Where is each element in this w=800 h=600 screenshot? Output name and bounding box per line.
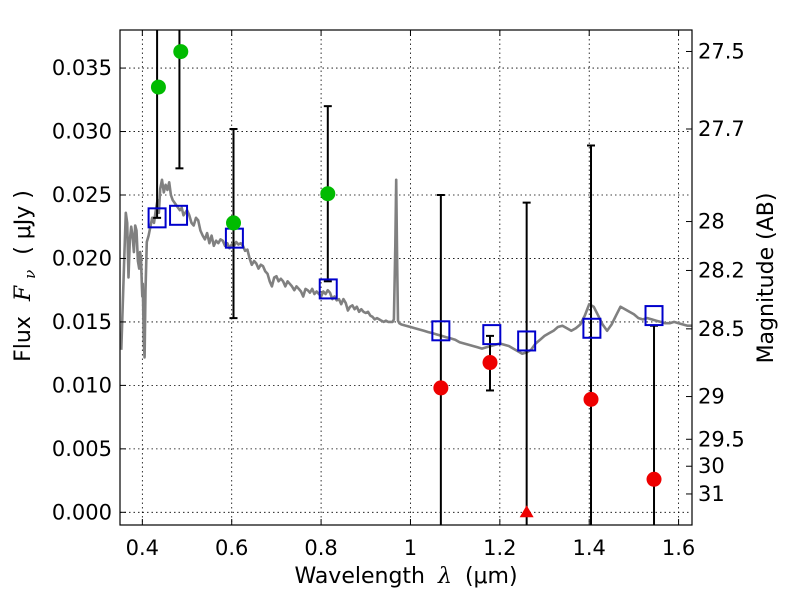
y2-tick-label: 31 (698, 482, 725, 506)
x-ticks: 0.4 0.6 0.8 1 1.2 1.4 1.6 (126, 30, 695, 560)
y-tick-label: 0.035 (52, 56, 112, 80)
plot-frame (119, 29, 693, 526)
nondetection-point (583, 391, 599, 407)
y2-tick-label: 27.5 (698, 39, 745, 63)
model-square-marker (482, 324, 502, 346)
y2-tick-label: 28.2 (698, 258, 745, 282)
spectrum-layer (120, 178, 692, 359)
y-axis-label-prefix: Flux (11, 316, 36, 362)
y-axis-label-symbol: F (11, 285, 36, 302)
y-axis-label: Flux F ν ( μJy ) (11, 190, 41, 362)
x-tick-label: 0.8 (304, 536, 337, 560)
x-tick-label: 1.4 (573, 536, 606, 560)
y2-ticks: 27.5 27.7 28 28.2 28.5 29 29.5 30 31 (686, 39, 745, 506)
model-square-marker (517, 330, 537, 352)
nondetection-point (433, 380, 449, 396)
detection-point (150, 79, 166, 95)
y-tick-label: 0.000 (52, 500, 112, 524)
y2-tick-label: 29 (698, 385, 725, 409)
y-tick-label: 0.025 (52, 183, 112, 207)
y-axis-label-subscript: ν (21, 270, 39, 279)
x-tick-label: 1.2 (483, 536, 516, 560)
x-tick-label: 1.6 (662, 536, 695, 560)
detection-point (173, 44, 189, 60)
y2-tick-label: 28.5 (698, 317, 745, 341)
y-axis-label-unit: ( μJy ) (11, 190, 36, 255)
y2-tick-label: 29.5 (698, 427, 745, 451)
x-axis-label: Wavelength λ (μm) (294, 564, 517, 589)
model-square-marker (644, 305, 664, 327)
spectrum-line (120, 178, 692, 359)
y-ticks: 0.000 0.005 0.010 0.015 0.020 0.025 0.030 0.035 (52, 56, 126, 524)
upper-limit-marker (519, 505, 534, 518)
model-square-marker (431, 320, 451, 342)
model-square-marker (582, 317, 602, 339)
detection-point (320, 186, 336, 202)
y2-tick-label: 27.7 (698, 117, 745, 141)
model-square-marker (147, 207, 167, 229)
y-tick-label: 0.020 (52, 246, 112, 270)
x-tick-label: 0.6 (215, 536, 248, 560)
x-axis-label-unit: (μm) (465, 564, 518, 589)
y2-tick-label: 30 (698, 454, 725, 478)
x-axis-label-prefix: Wavelength (294, 564, 425, 589)
grid (120, 30, 692, 525)
x-tick-label: 1 (404, 536, 417, 560)
y2-axis-label: Magnitude (AB) (754, 193, 779, 364)
y-tick-label: 0.005 (52, 437, 112, 461)
model-square-marker (318, 278, 338, 300)
markers (147, 44, 664, 518)
y-tick-label: 0.010 (52, 373, 112, 397)
x-axis-label-symbol: λ (437, 564, 452, 589)
nondetection-point (646, 471, 662, 487)
model-square-marker (169, 204, 189, 226)
error-bars (153, 30, 659, 525)
x-tick-label: 0.4 (126, 536, 159, 560)
nondetection-point (482, 355, 498, 371)
y-tick-label: 0.015 (52, 310, 112, 334)
y-tick-label: 0.030 (52, 120, 112, 144)
detection-point (226, 215, 242, 231)
y2-tick-label: 28 (698, 210, 725, 234)
